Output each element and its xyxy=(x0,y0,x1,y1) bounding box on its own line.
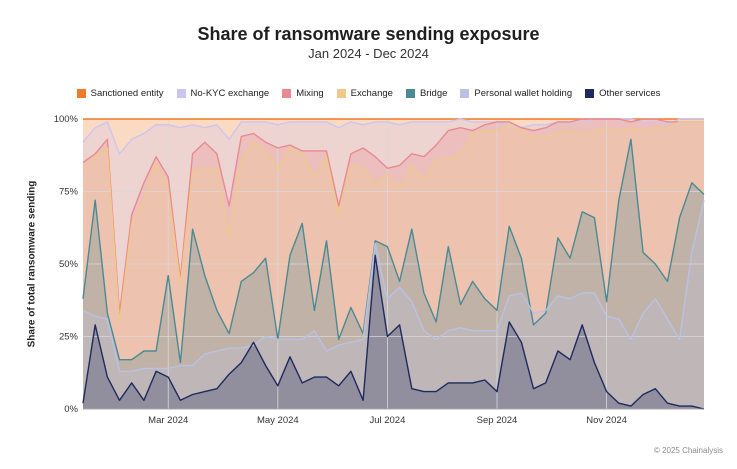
line-exchange xyxy=(82,121,704,323)
copyright-text: © 2025 Chainalysis xyxy=(653,446,723,455)
chart-title: Share of ransomware sending exposure xyxy=(197,24,540,44)
legend-label: Other services xyxy=(599,88,661,99)
legend-label: Bridge xyxy=(419,88,448,99)
chart-subtitle: Jan 2024 - Dec 2024 xyxy=(308,46,429,61)
line-other-services xyxy=(82,254,705,410)
x-tick-label: Sep 2024 xyxy=(477,415,518,426)
y-tick-label: 100% xyxy=(54,114,79,125)
chart-legend: Sanctioned entity No-KYC exchange Mixing Ex… xyxy=(0,88,737,99)
legend-swatch xyxy=(585,89,595,98)
legend-item-bridge: Bridge xyxy=(405,88,448,99)
legend-item-other-services: Other services xyxy=(585,88,660,99)
legend-swatch xyxy=(282,89,292,98)
x-tick-label: Mar 2024 xyxy=(148,415,188,426)
legend-swatch xyxy=(176,89,186,98)
legend-item-mixing: Mixing xyxy=(282,88,324,99)
legend-label: Exchange xyxy=(350,88,393,99)
legend-label: Mixing xyxy=(296,88,324,99)
y-tick-label: 0% xyxy=(64,404,78,415)
legend-swatch xyxy=(405,89,415,98)
line-mixing xyxy=(82,118,704,314)
legend-item-sanctioned-entity: Sanctioned entity xyxy=(76,88,164,99)
legend-swatch xyxy=(460,89,470,98)
y-tick-label: 50% xyxy=(59,259,79,270)
y-tick-label: 25% xyxy=(59,332,79,343)
area-other-services xyxy=(83,255,704,409)
legend-label: Sanctioned entity xyxy=(90,88,164,99)
x-tick-label: Nov 2024 xyxy=(586,415,627,426)
legend-label: No-KYC exchange xyxy=(190,88,270,99)
x-tick-label: Jul 2024 xyxy=(369,415,405,426)
legend-item-personal-wallet-holding: Personal wallet holding xyxy=(460,88,572,99)
area-personal-wallet-holding xyxy=(83,200,704,409)
legend-item-exchange: Exchange xyxy=(336,88,393,99)
y-tick-label: 75% xyxy=(59,187,79,198)
legend-swatch xyxy=(76,89,86,98)
legend-label: Personal wallet holding xyxy=(474,88,573,99)
line-personal-wallet-holding xyxy=(82,200,705,372)
x-tick-label: May 2024 xyxy=(257,415,299,426)
line-bridge xyxy=(82,138,705,364)
area-bridge xyxy=(83,139,704,410)
y-axis-label: Share of total ransomware sending xyxy=(26,180,38,348)
legend-swatch xyxy=(336,89,346,98)
legend-item-no-kyc-exchange: No-KYC exchange xyxy=(176,88,270,99)
